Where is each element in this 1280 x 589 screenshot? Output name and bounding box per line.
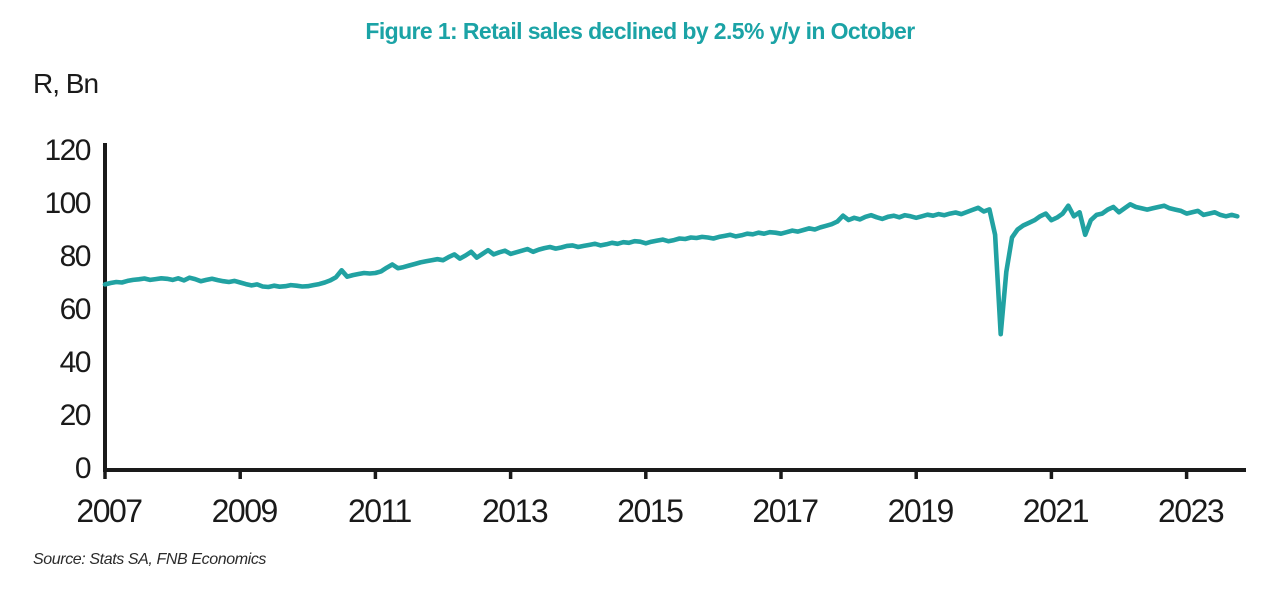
x-tick-label: 2017 xyxy=(752,493,818,529)
x-tick-label: 2021 xyxy=(1023,493,1089,529)
y-axis-unit-label: R, Bn xyxy=(33,68,99,99)
y-tick-label: 60 xyxy=(60,293,91,326)
chart-title: Figure 1: Retail sales declined by 2.5% … xyxy=(365,18,915,44)
y-tick-label: 80 xyxy=(60,240,91,273)
x-tick-label: 2023 xyxy=(1158,493,1224,529)
x-tick-label: 2013 xyxy=(482,493,548,529)
x-tick-label: 2011 xyxy=(348,493,412,529)
y-tick-label: 100 xyxy=(44,187,90,220)
y-tick-label: 0 xyxy=(75,452,91,485)
x-tick-label: 2009 xyxy=(212,493,278,529)
x-tick-label: 2007 xyxy=(76,493,142,529)
y-tick-label: 20 xyxy=(60,399,91,432)
x-tick-label: 2015 xyxy=(617,493,683,529)
retail-sales-line xyxy=(102,202,1240,337)
source-note: Source: Stats SA, FNB Economics xyxy=(33,551,267,568)
x-tick-label: 2019 xyxy=(888,493,954,529)
y-tick-label: 120 xyxy=(44,134,90,167)
y-tick-label: 40 xyxy=(60,346,91,379)
